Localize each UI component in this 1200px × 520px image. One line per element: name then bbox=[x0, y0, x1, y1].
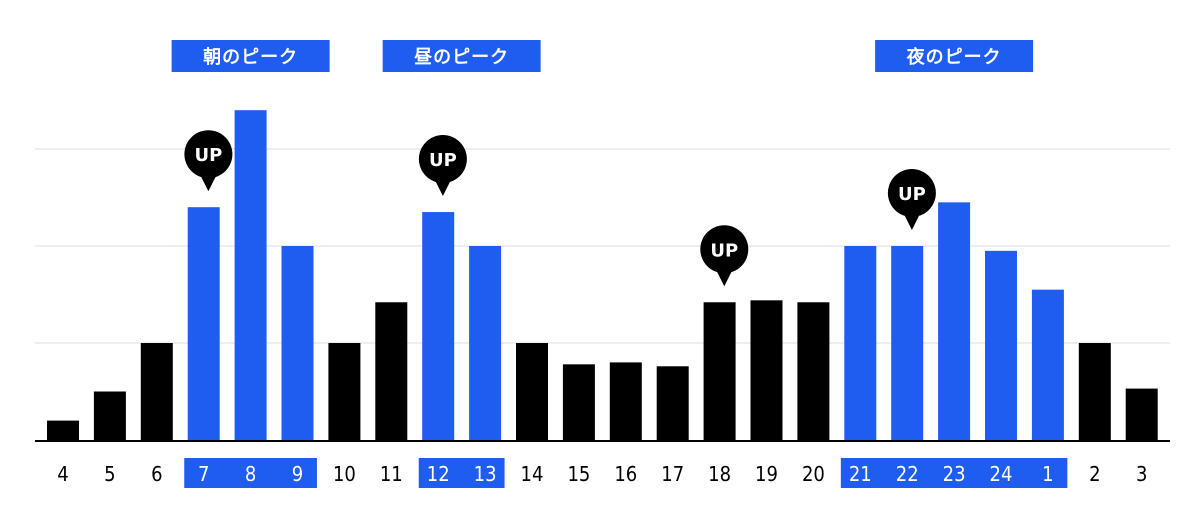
x-tick-label: 23 bbox=[943, 462, 966, 486]
x-tick-label: 7 bbox=[198, 462, 209, 486]
x-tick-label: 20 bbox=[802, 462, 825, 486]
up-marker: UP bbox=[700, 225, 749, 287]
peak-label: 夜のピーク bbox=[875, 40, 1034, 72]
x-tick-label: 4 bbox=[57, 462, 68, 486]
tick-highlight-band bbox=[840, 458, 1068, 488]
peak-label-box bbox=[875, 40, 1034, 72]
bar-13 bbox=[469, 246, 502, 440]
bar-21 bbox=[844, 246, 877, 440]
x-tick-label: 18 bbox=[708, 462, 731, 486]
x-tick-label: 1 bbox=[1042, 462, 1053, 486]
bar-10 bbox=[328, 343, 361, 440]
x-tick-label: 12 bbox=[427, 462, 450, 486]
bar-4 bbox=[47, 420, 79, 440]
x-tick-label: 21 bbox=[849, 462, 872, 486]
x-tick-label: 19 bbox=[755, 462, 778, 486]
x-tick-label: 13 bbox=[474, 462, 497, 486]
bar-22 bbox=[891, 246, 924, 440]
peak-label: 昼のピーク bbox=[382, 40, 541, 72]
bar-15 bbox=[562, 364, 595, 440]
up-marker-bubble bbox=[184, 130, 233, 179]
x-tick-label: 16 bbox=[614, 462, 637, 486]
up-marker-bubble bbox=[700, 225, 749, 274]
peak-labels: 朝のピーク 昼のピーク 夜のピーク bbox=[171, 40, 1034, 72]
x-tick-label: 2 bbox=[1089, 462, 1100, 486]
x-tick-label: 11 bbox=[380, 462, 403, 486]
bar-20 bbox=[797, 302, 830, 440]
x-tick-label: 3 bbox=[1136, 462, 1147, 486]
up-marker-label: UP bbox=[194, 145, 222, 166]
bar-19 bbox=[750, 300, 783, 440]
bar-3 bbox=[1125, 388, 1158, 440]
bar-17 bbox=[656, 366, 689, 440]
up-marker-label: UP bbox=[710, 240, 738, 261]
tick-highlight-band bbox=[418, 458, 505, 488]
up-marker-bubble bbox=[887, 169, 936, 217]
x-tick-label: 8 bbox=[245, 462, 256, 486]
peak-label-text: 昼のピーク bbox=[414, 47, 509, 68]
bar-6 bbox=[140, 343, 173, 440]
x-tick-label: 10 bbox=[333, 462, 356, 486]
tick-highlight-band bbox=[184, 458, 317, 488]
up-markers: UP UP UP UP bbox=[184, 130, 936, 287]
bar-16 bbox=[609, 362, 642, 440]
peak-label-box bbox=[171, 40, 330, 72]
bar-11 bbox=[375, 302, 408, 440]
bar-1 bbox=[1031, 289, 1064, 440]
x-tick-label: 6 bbox=[151, 462, 162, 486]
peak-label-text: 夜のピーク bbox=[906, 46, 1002, 68]
bar-9 bbox=[281, 246, 314, 440]
x-tick-label: 9 bbox=[292, 462, 303, 486]
bar-7 bbox=[187, 207, 220, 440]
peak-label-box bbox=[382, 40, 541, 72]
x-tick-label: 15 bbox=[567, 462, 590, 486]
x-tick-label: 22 bbox=[896, 462, 919, 486]
bars bbox=[47, 110, 1158, 440]
peak-label-text: 朝のピーク bbox=[203, 46, 298, 68]
x-tick-label: 17 bbox=[661, 462, 684, 486]
x-tick-labels: 4 5 6 7 8 9 10 11 12 13 14 15 16 17 18 19 20 21 22 23 24 1 2 3 bbox=[57, 462, 1147, 486]
up-marker-label: UP bbox=[898, 184, 926, 205]
up-marker: UP bbox=[184, 130, 233, 192]
bar-2 bbox=[1078, 343, 1111, 440]
x-tick-label: 5 bbox=[104, 462, 115, 486]
bar-5 bbox=[93, 391, 126, 440]
up-marker-bubble bbox=[418, 135, 467, 184]
up-marker: UP bbox=[887, 169, 936, 230]
up-marker: UP bbox=[418, 135, 467, 197]
bar-12 bbox=[422, 212, 455, 440]
up-marker-label: UP bbox=[429, 150, 457, 171]
tick-highlight-bands bbox=[184, 458, 1068, 488]
bar-18 bbox=[703, 302, 736, 440]
bar-14 bbox=[516, 343, 548, 440]
bar-8 bbox=[234, 110, 267, 440]
peak-label: 朝のピーク bbox=[171, 40, 330, 72]
x-tick-label: 24 bbox=[990, 462, 1013, 486]
x-tick-label: 14 bbox=[521, 462, 544, 486]
bar-23 bbox=[938, 202, 971, 440]
bar-24 bbox=[985, 250, 1017, 440]
